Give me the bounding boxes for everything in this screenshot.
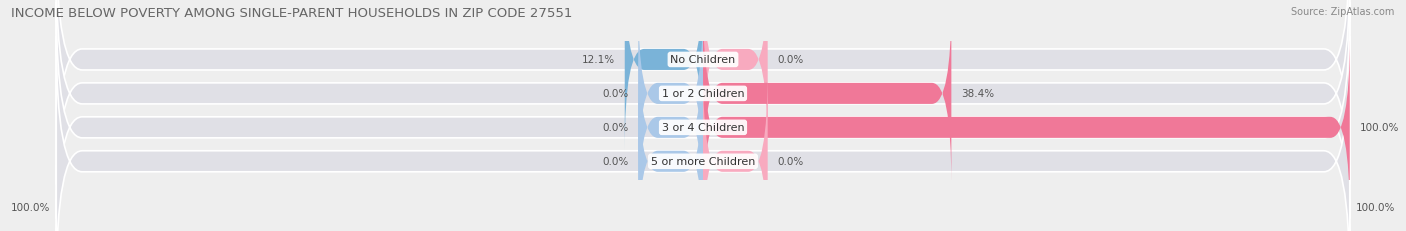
Text: 0.0%: 0.0% xyxy=(778,157,804,167)
Text: 0.0%: 0.0% xyxy=(602,123,628,133)
FancyBboxPatch shape xyxy=(56,3,1350,231)
Text: Source: ZipAtlas.com: Source: ZipAtlas.com xyxy=(1291,7,1395,17)
Text: 100.0%: 100.0% xyxy=(11,203,51,213)
Text: 0.0%: 0.0% xyxy=(602,89,628,99)
FancyBboxPatch shape xyxy=(703,3,952,185)
FancyBboxPatch shape xyxy=(703,71,768,231)
FancyBboxPatch shape xyxy=(624,0,703,151)
FancyBboxPatch shape xyxy=(703,37,1350,219)
FancyBboxPatch shape xyxy=(56,0,1350,219)
FancyBboxPatch shape xyxy=(56,37,1350,231)
FancyBboxPatch shape xyxy=(638,71,703,231)
FancyBboxPatch shape xyxy=(638,3,703,185)
Text: 5 or more Children: 5 or more Children xyxy=(651,157,755,167)
FancyBboxPatch shape xyxy=(56,0,1350,185)
Text: 38.4%: 38.4% xyxy=(962,89,994,99)
Text: 12.1%: 12.1% xyxy=(582,55,614,65)
Text: No Children: No Children xyxy=(671,55,735,65)
Text: INCOME BELOW POVERTY AMONG SINGLE-PARENT HOUSEHOLDS IN ZIP CODE 27551: INCOME BELOW POVERTY AMONG SINGLE-PARENT… xyxy=(11,7,572,20)
FancyBboxPatch shape xyxy=(703,0,768,151)
Text: 3 or 4 Children: 3 or 4 Children xyxy=(662,123,744,133)
Text: 100.0%: 100.0% xyxy=(1360,123,1399,133)
Legend: Single Father, Single Mother: Single Father, Single Mother xyxy=(610,229,796,231)
Text: 1 or 2 Children: 1 or 2 Children xyxy=(662,89,744,99)
Text: 0.0%: 0.0% xyxy=(778,55,804,65)
FancyBboxPatch shape xyxy=(638,37,703,219)
Text: 100.0%: 100.0% xyxy=(1355,203,1395,213)
Text: 0.0%: 0.0% xyxy=(602,157,628,167)
